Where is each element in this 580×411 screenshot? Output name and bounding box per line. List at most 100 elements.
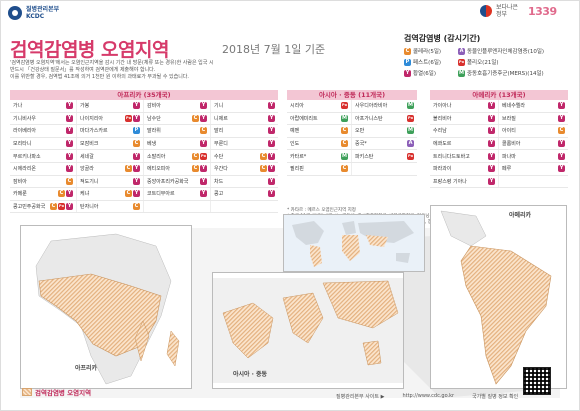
disease-badge-icon: Y bbox=[200, 140, 207, 148]
table-row: 시에라리온 Y 앙골라 C Y 에티오피아 C Y 우간다 C Y bbox=[10, 162, 278, 176]
legend-item: Po 폴리오(21일) bbox=[458, 58, 568, 66]
disease-marks: Y bbox=[558, 152, 565, 160]
legend-item-label: 중동호흡기증후군(MERS)(14일) bbox=[467, 71, 544, 77]
table-row: 부르키나파소 Y 세네갈 Y 소말리아 C Po 수단 C Y bbox=[10, 150, 278, 163]
country-name: 파키스탄 bbox=[355, 153, 374, 160]
country-name: 말리 bbox=[214, 128, 224, 135]
country-name: 앙골라 bbox=[80, 166, 94, 173]
disease-marks: Y bbox=[268, 102, 275, 110]
disease-marks: Y bbox=[488, 114, 495, 122]
legend-item-label: 동물인플루엔자인체감염증(10일) bbox=[467, 49, 545, 55]
disease-badge-icon: M bbox=[458, 69, 465, 77]
description-line: '검역감염병 오염지역'에서는 오염인근지역을 감시 기간 내 방문(체류 또는… bbox=[10, 60, 214, 66]
country-name: 차드 bbox=[214, 178, 224, 185]
world-map bbox=[292, 221, 414, 267]
table-row: 카타르* M 파키스탄 Po bbox=[287, 150, 417, 163]
disease-badge-icon: Y bbox=[268, 114, 275, 122]
disease-marks: C bbox=[66, 177, 73, 185]
country-name: 카메룬 bbox=[13, 191, 27, 198]
country-name: 아랍에미리트 bbox=[290, 115, 318, 122]
disease-badge-icon: P bbox=[133, 127, 140, 135]
country-cell: 트리니다드토바고 Y bbox=[430, 150, 499, 162]
country-cell: 중앙아프리카공화국 Y bbox=[144, 175, 211, 188]
hotline-1339: 1339 bbox=[528, 4, 557, 18]
disease-badge-icon: Y bbox=[488, 102, 495, 110]
disease-badge-icon: Y bbox=[66, 190, 73, 198]
country-name: 오만 bbox=[355, 128, 365, 135]
reference-date: 2018년 7월 1일 기준 bbox=[222, 43, 326, 56]
disease-badge-icon: Y bbox=[268, 127, 275, 135]
country-cell: 콩고민주공화국 C Po Y bbox=[10, 200, 77, 213]
country-name: 적도기니 bbox=[80, 178, 99, 185]
country-name: 에콰도르 bbox=[433, 141, 452, 148]
disease-badge-icon: Y bbox=[488, 152, 495, 160]
country-name: 니제르 bbox=[214, 115, 228, 122]
country-cell: 라이베리아 Y bbox=[10, 125, 77, 137]
country-cell: 필리핀 C bbox=[287, 162, 352, 175]
country-cell: 브라질 Y bbox=[499, 113, 568, 125]
country-name: 가나 bbox=[13, 103, 23, 110]
country-name: 가봉 bbox=[80, 103, 90, 110]
country-cell: 아이티 C bbox=[499, 125, 568, 137]
disease-marks: C bbox=[558, 127, 565, 135]
country-cell bbox=[499, 176, 568, 188]
country-name: 시리아 bbox=[290, 103, 304, 110]
disease-badge-icon: Y bbox=[488, 140, 495, 148]
country-cell: 베네수엘라 Y bbox=[499, 100, 568, 112]
disease-badge-icon: Po bbox=[200, 152, 207, 160]
country-cell: 나이지리아 Po Y bbox=[77, 112, 144, 125]
disease-badge-icon: Y bbox=[66, 203, 73, 211]
country-cell: 파라과이 Y bbox=[430, 162, 499, 175]
disease-badge-icon: C bbox=[192, 114, 199, 122]
disease-marks: Y bbox=[268, 114, 275, 122]
disease-badge-icon: C bbox=[260, 165, 267, 173]
country-name: 페루 bbox=[502, 166, 512, 173]
disease-badge-icon: C bbox=[133, 140, 140, 148]
country-cell: 우간다 C Y bbox=[211, 163, 278, 175]
country-cell: 적도기니 Y bbox=[77, 175, 144, 188]
disease-badge-icon: Y bbox=[200, 102, 207, 110]
table-row: 가이아나 Y 베네수엘라 Y bbox=[430, 100, 568, 113]
disease-badge-icon: Po bbox=[407, 114, 414, 122]
disease-badge-icon: Y bbox=[66, 165, 73, 173]
americas-map bbox=[440, 210, 552, 385]
disease-marks: Y bbox=[200, 102, 207, 110]
footer-url-link[interactable]: http://www.cdc.go.kr bbox=[402, 393, 455, 399]
disease-badge-icon: Y bbox=[133, 102, 140, 110]
kcdc-logo-icon bbox=[8, 6, 22, 20]
country-name: 에티오피아 bbox=[147, 166, 171, 173]
country-name: 시에라리온 bbox=[13, 166, 37, 173]
disease-badge-icon: Y bbox=[268, 102, 275, 110]
org-name-en: KCDC bbox=[26, 13, 45, 20]
disease-marks: C Po Y bbox=[50, 203, 73, 211]
disease-badge-icon: A bbox=[407, 140, 414, 148]
disease-badge-icon: C bbox=[192, 165, 199, 173]
disease-badge-icon: C bbox=[404, 47, 411, 55]
asia-map-label: 아시아 · 중동 bbox=[233, 371, 268, 378]
disease-marks: Y bbox=[66, 140, 73, 148]
disease-marks: Y bbox=[488, 177, 495, 185]
disease-badge-icon: C bbox=[260, 152, 267, 160]
legend-item: Y 황열(6일) bbox=[404, 69, 458, 77]
country-name: 코트디부아르 bbox=[147, 191, 175, 198]
country-name: 잠비아 bbox=[13, 178, 27, 185]
slogan: 보다나은 정부 bbox=[496, 4, 519, 18]
country-cell: 감비아 Y bbox=[144, 100, 211, 112]
table-row: 트리니다드토바고 Y 파나마 Y bbox=[430, 150, 568, 163]
qr-code[interactable] bbox=[523, 367, 551, 395]
country-name: 기니비사우 bbox=[13, 115, 37, 122]
hatched-area-swatch bbox=[22, 388, 32, 396]
country-cell: 오만 M bbox=[352, 125, 417, 137]
disease-badge-icon: Y bbox=[66, 152, 73, 160]
disease-badge-icon: C bbox=[133, 203, 140, 211]
country-name: 우간다 bbox=[214, 166, 228, 173]
disease-marks: C bbox=[341, 127, 348, 135]
asia-table-title: 아시아 · 중동 (11개국) bbox=[287, 90, 417, 100]
country-cell: 모리타니 Y bbox=[10, 137, 77, 150]
map-legend-label: 검역감염병 오염지역 bbox=[35, 389, 92, 397]
disease-badge-icon: Y bbox=[558, 165, 565, 173]
table-row: 카메룬 C Y 케냐 C Y 코트디부아르 Y 콩고 Y bbox=[10, 188, 278, 201]
footer-site-label: 질병관리본부 사이트 ▶ bbox=[336, 394, 385, 400]
